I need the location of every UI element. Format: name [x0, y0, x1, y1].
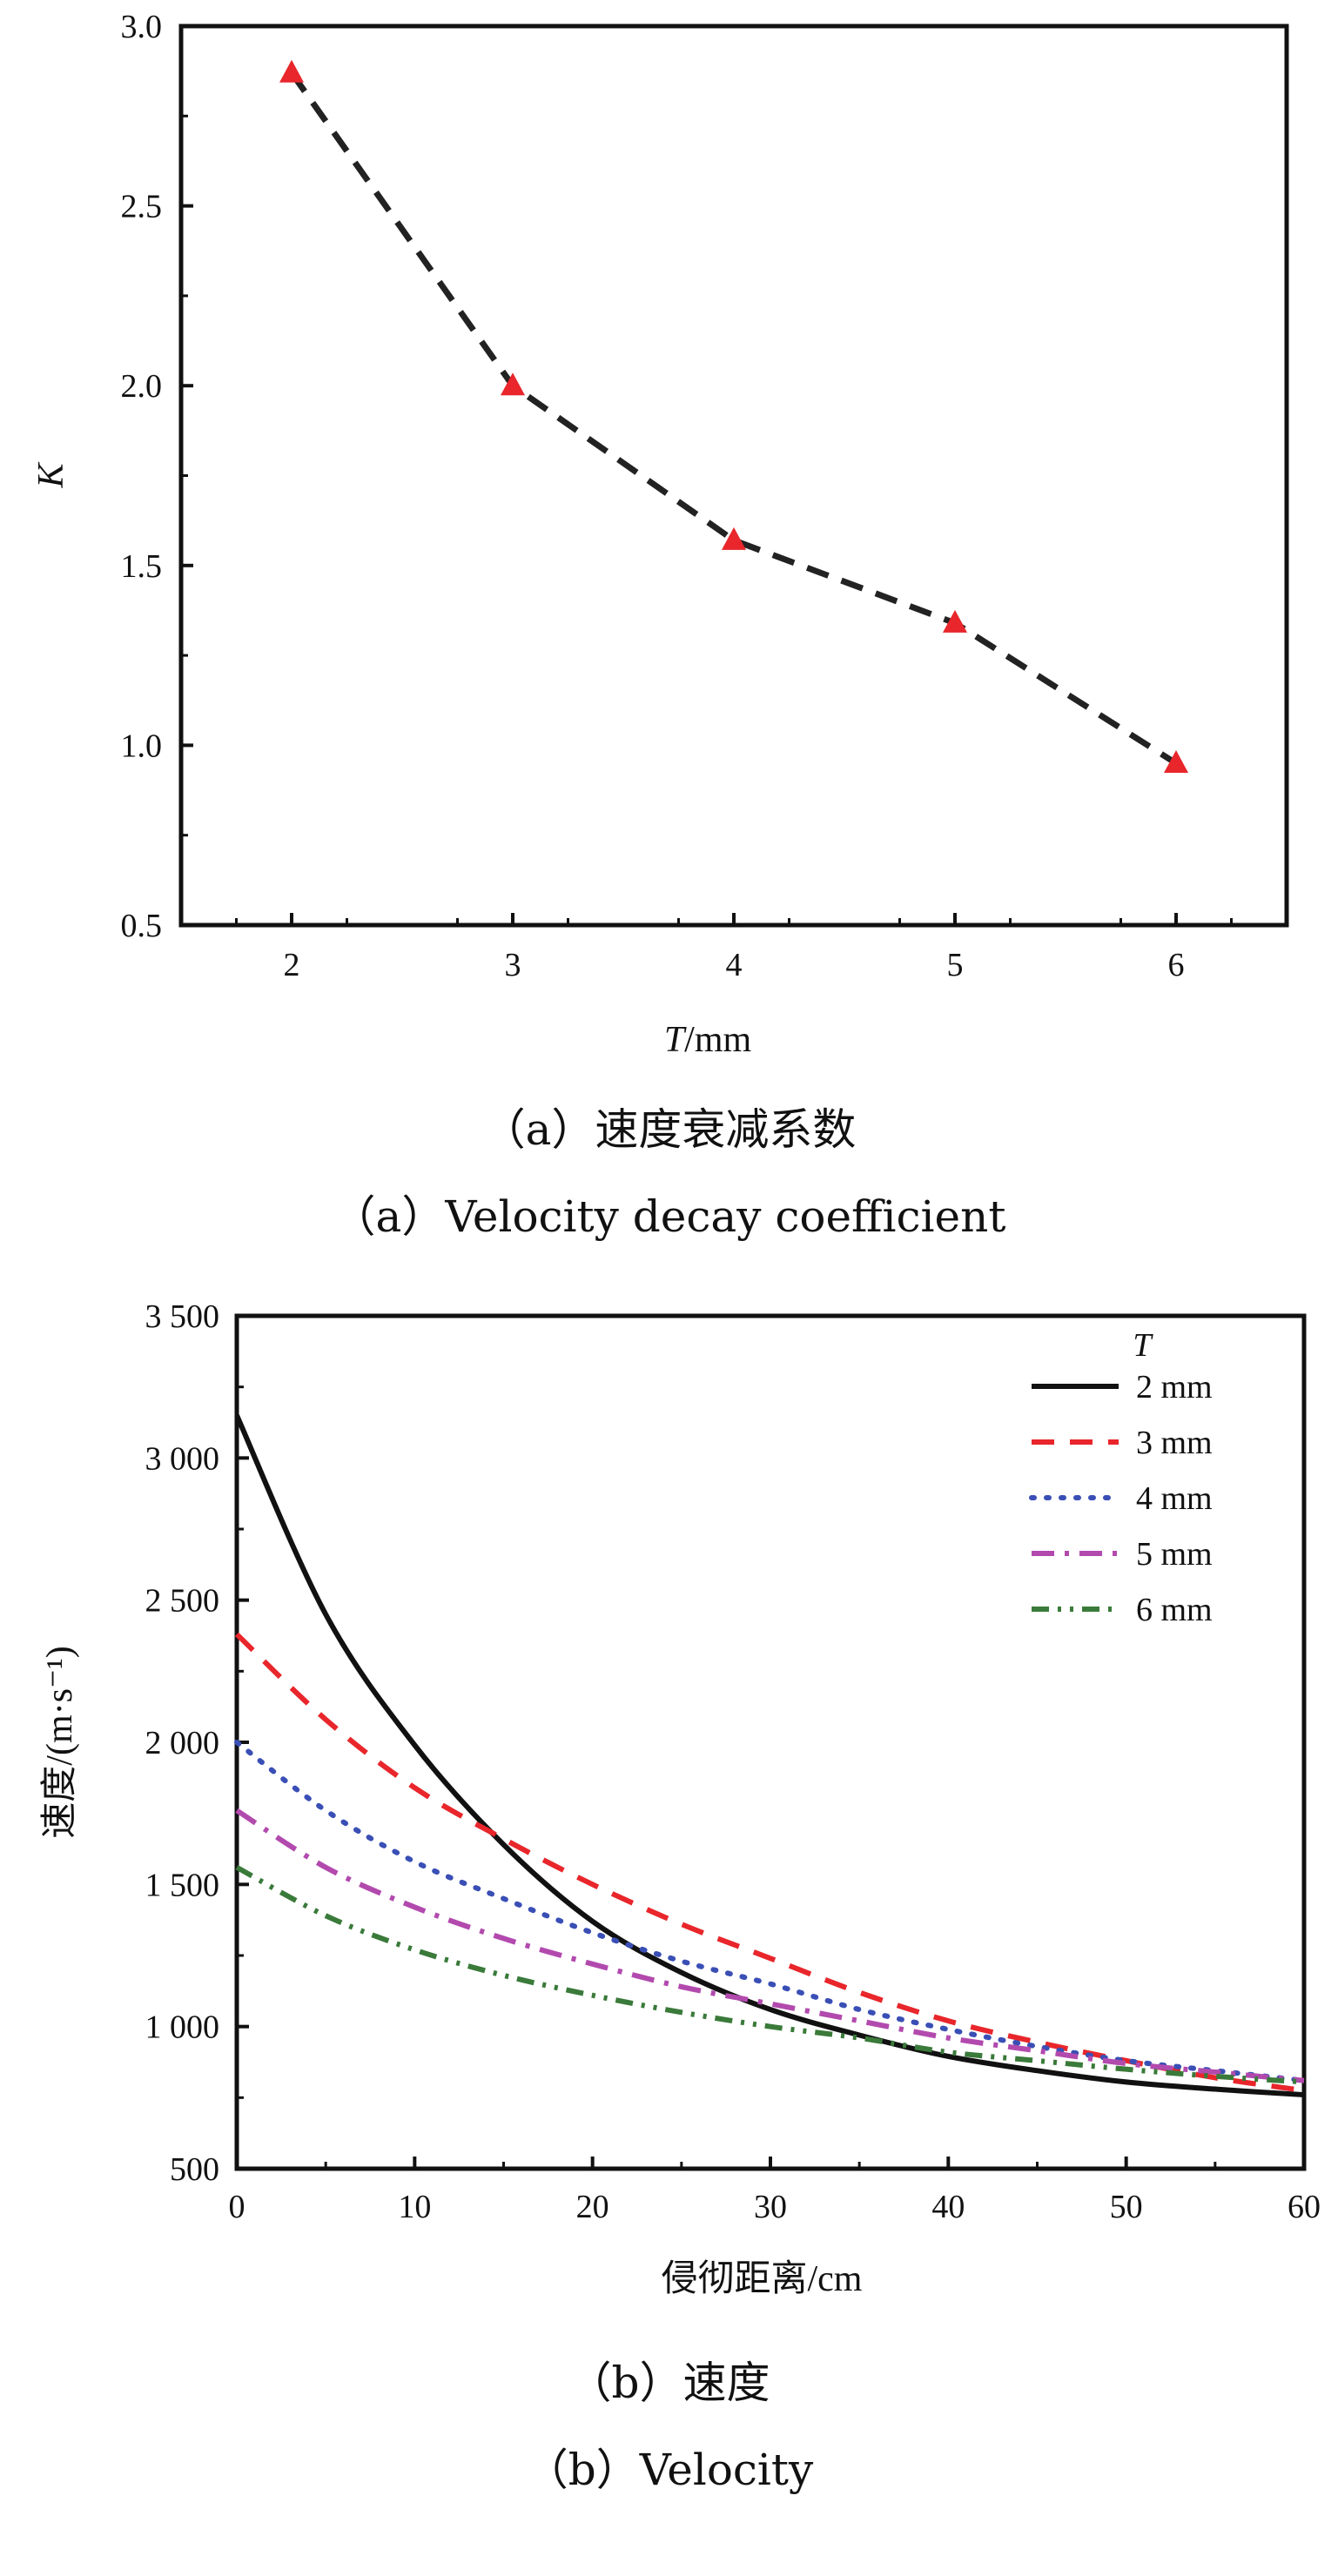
- y-axis-title: K: [31, 462, 71, 489]
- legend-label-2mm: 2 mm: [1136, 1369, 1213, 1405]
- series-line-k: [289, 70, 1178, 767]
- y-tick-label: 1 000: [145, 2009, 220, 2046]
- x-tick-label: 50: [1110, 2189, 1143, 2225]
- y-tick-label: 1.0: [121, 728, 163, 764]
- legend-label-5mm: 5 mm: [1136, 1536, 1213, 1573]
- chart-a: 0.5 1.0 1.5 2.0 2.5 3.0 2 3 4 5 6 T/mm K: [31, 9, 1289, 1060]
- x-tick-label: 0: [229, 2189, 245, 2225]
- legend-label-4mm: 4 mm: [1136, 1480, 1213, 1517]
- chart-b: 500 1 000 1 500 2 000 2 500 3 000 3 500 0 10 20 30…: [40, 1298, 1321, 2299]
- y-tick-label: 1 500: [145, 1867, 220, 1903]
- caption-a-en: （a）Velocity decay coefficient: [332, 1191, 1006, 1242]
- series-line-3mm: [234, 1632, 1305, 2094]
- caption-b-en: （b）Velocity: [524, 2445, 814, 2495]
- y-tick-label: 0.5: [121, 908, 163, 944]
- x-tick-label: 30: [754, 2189, 787, 2225]
- x-tick-label: 3: [505, 947, 521, 983]
- legend-title: T: [1133, 1327, 1153, 1364]
- x-tick-label: 5: [947, 947, 964, 983]
- series-line-2mm: [234, 1414, 1305, 2098]
- y-tick-label: 1.5: [121, 548, 163, 585]
- y-tick-label: 2 500: [145, 1583, 220, 1620]
- x-tick-label: 2: [284, 947, 300, 983]
- x-tick-label: 6: [1168, 947, 1185, 983]
- x-axis-title: T/mm: [664, 1020, 752, 1060]
- data-point-6: [1164, 750, 1188, 774]
- x-axis-title: 侵彻距离/cm: [662, 2258, 863, 2299]
- y-axis-title: 速度/(m·s⁻¹): [40, 1646, 80, 1838]
- caption-a-cn: （a）速度衰减系数: [481, 1104, 857, 1155]
- legend-label-6mm: 6 mm: [1136, 1592, 1213, 1628]
- data-point-2: [279, 59, 304, 83]
- x-tick-label: 10: [398, 2189, 431, 2225]
- series-line-4mm: [234, 1740, 1307, 2083]
- y-tick-label: 3 500: [145, 1298, 220, 1335]
- x-tick-label: 20: [576, 2189, 609, 2225]
- y-tick-label: 2 000: [145, 1725, 220, 1761]
- legend-label-3mm: 3 mm: [1136, 1425, 1213, 1461]
- y-tick-label: 3 000: [145, 1440, 220, 1477]
- y-tick-label: 500: [170, 2151, 219, 2188]
- series-line-5mm: [235, 1808, 1305, 2083]
- data-point-3: [501, 372, 525, 396]
- y-tick-label: 3.0: [121, 9, 163, 45]
- x-tick-label: 4: [726, 947, 743, 983]
- x-tick-label: 60: [1288, 2189, 1321, 2225]
- y-tick-label: 2.5: [121, 189, 163, 225]
- caption-b-cn: （b）速度: [568, 2358, 770, 2408]
- data-point-4: [722, 527, 746, 550]
- data-point-5: [943, 609, 967, 633]
- plot-frame: [178, 23, 1289, 928]
- series-line-6mm: [235, 1865, 1305, 2085]
- y-tick-label: 2.0: [121, 368, 163, 405]
- x-tick-label: 40: [931, 2189, 965, 2225]
